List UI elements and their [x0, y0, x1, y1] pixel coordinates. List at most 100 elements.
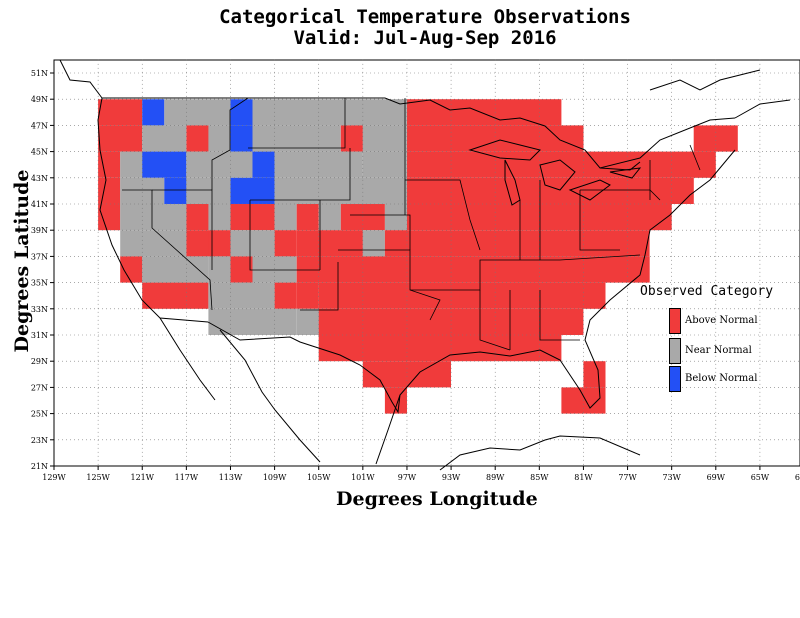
y-tick-label: 37N	[31, 252, 48, 261]
legend-label-near: Near Normal	[685, 345, 752, 356]
category-cell	[142, 256, 209, 283]
y-tick-label: 29N	[31, 357, 48, 366]
category-cell	[208, 282, 275, 309]
category-cell	[98, 204, 121, 231]
x-tick-label: 93W	[442, 473, 461, 482]
y-tick-label: 49N	[31, 95, 48, 104]
x-tick-label: 101W	[351, 473, 375, 482]
category-cell	[274, 282, 297, 309]
category-cell	[274, 204, 297, 231]
category-cell	[142, 151, 187, 178]
category-cell	[142, 99, 165, 126]
grid-lines	[54, 59, 800, 466]
category-cell	[407, 125, 584, 152]
category-cell	[407, 177, 694, 204]
category-cell	[318, 308, 584, 335]
y-tick-labels: 21N 23N 25N 27N 29N 31N 33N 35N 37N 39N 41N 43N 45N 4…	[31, 69, 54, 471]
y-tick-label: 45N	[31, 148, 48, 157]
category-cell	[252, 125, 341, 152]
legend-swatch-above	[669, 308, 681, 334]
x-tick-label: 85W	[530, 473, 549, 482]
category-cell	[362, 125, 407, 152]
category-cell	[98, 151, 121, 178]
category-cell	[98, 125, 143, 152]
legend-label-below: Below Normal	[685, 373, 758, 384]
x-tick-label: 69W	[707, 473, 726, 482]
category-cell	[252, 99, 407, 126]
x-tick-labels: 129W 125W 121W 117W 113W 109W 105W 101W 97W 93W 89…	[42, 466, 800, 482]
category-cell	[296, 308, 319, 335]
x-tick-label: 117W	[175, 473, 199, 482]
category-cell	[98, 99, 143, 126]
category-cell	[407, 151, 716, 178]
country-outline	[59, 59, 791, 471]
x-axis-label: Degrees Longitude	[336, 488, 538, 510]
y-tick-label: 51N	[31, 69, 48, 78]
category-cell	[274, 230, 297, 257]
category-cell	[230, 125, 253, 152]
category-cell	[252, 151, 275, 178]
y-tick-label: 35N	[31, 279, 48, 288]
category-cell	[318, 204, 341, 231]
x-tick-label: 73W	[662, 473, 681, 482]
category-cell	[318, 335, 562, 362]
category-cell	[142, 282, 209, 309]
category-cell	[230, 99, 253, 126]
x-tick-label: 109W	[263, 473, 287, 482]
chart-title: Categorical Temperature Observations	[219, 6, 631, 28]
x-tick-label: 77W	[618, 473, 637, 482]
y-tick-label: 31N	[31, 331, 48, 340]
category-cell	[208, 308, 297, 335]
x-tick-label: 81W	[574, 473, 593, 482]
category-cell	[296, 204, 319, 231]
category-cell	[230, 256, 253, 283]
legend-swatch-below	[669, 366, 681, 392]
category-cell	[120, 230, 187, 257]
x-tick-label: 129W	[42, 473, 66, 482]
category-cell	[362, 361, 451, 388]
category-cell	[583, 361, 606, 388]
category-cell	[296, 256, 650, 283]
x-tick-label: 97W	[398, 473, 417, 482]
x-tick-label: 105W	[307, 473, 331, 482]
state-lines	[122, 97, 701, 351]
category-cell	[186, 177, 231, 204]
category-cell	[164, 177, 187, 204]
legend-item-above-normal: Above Normal	[669, 308, 799, 334]
category-cell	[164, 99, 231, 126]
y-axis-label: Degrees Latitude	[11, 169, 33, 353]
x-tick-label: 61W	[795, 473, 800, 482]
category-cell	[693, 125, 738, 152]
y-tick-label: 21N	[31, 462, 48, 471]
category-grid-cells	[98, 99, 738, 414]
chart-subtitle: Valid: Jul-Aug-Sep 2016	[293, 27, 557, 49]
category-cell	[230, 230, 275, 257]
x-tick-label: 121W	[130, 473, 154, 482]
category-cell	[208, 256, 231, 283]
category-cell	[362, 151, 407, 178]
category-cell	[186, 125, 209, 152]
category-cell	[318, 282, 606, 309]
category-cell	[120, 256, 143, 283]
category-cell	[186, 230, 209, 257]
great-lakes	[468, 139, 642, 206]
y-tick-label: 41N	[31, 200, 48, 209]
category-cell	[208, 230, 231, 257]
legend-swatch-near	[669, 338, 681, 364]
category-cell	[407, 99, 562, 126]
y-tick-label: 27N	[31, 383, 48, 392]
category-cell	[98, 177, 121, 204]
category-cell	[384, 204, 407, 231]
y-tick-label: 43N	[31, 174, 48, 183]
y-tick-label: 47N	[31, 121, 48, 130]
category-cell	[340, 125, 363, 152]
y-tick-label: 23N	[31, 436, 48, 445]
category-cell	[208, 204, 231, 231]
y-tick-label: 39N	[31, 226, 48, 235]
legend-item-below-normal: Below Normal	[669, 366, 799, 392]
category-cell	[296, 282, 319, 309]
category-cell	[120, 177, 165, 204]
x-tick-label: 89W	[486, 473, 505, 482]
category-cell	[208, 125, 231, 152]
category-cell	[142, 125, 187, 152]
